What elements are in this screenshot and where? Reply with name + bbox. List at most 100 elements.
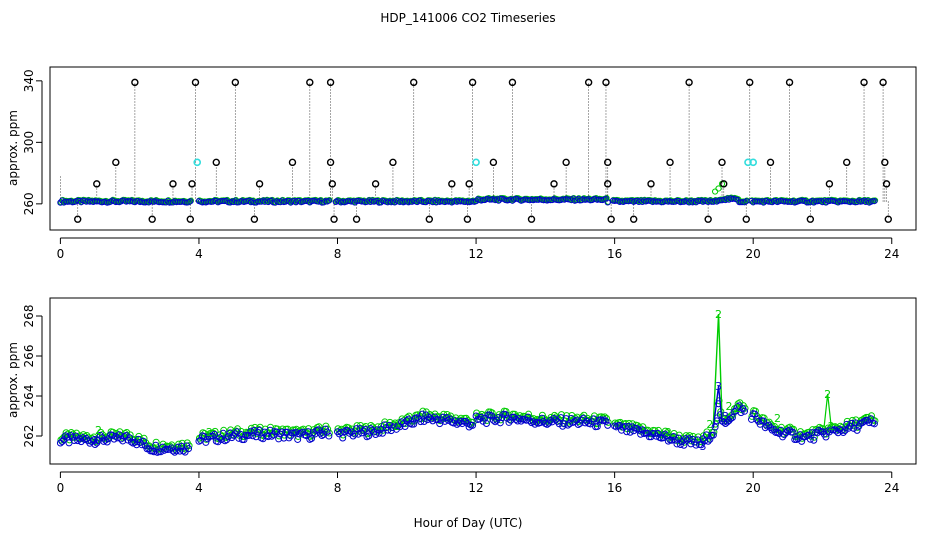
top-axes: 0 4 8 12 16 20 24 260 300 340 [22,69,899,261]
series1-point [661,430,669,438]
series2-point [712,420,720,428]
series1-point [69,433,77,441]
spike-point [326,78,335,87]
highlight-point [193,158,202,167]
series1-point [867,415,875,423]
baseline-point-secondary [187,197,194,204]
series1-point [67,432,75,440]
series1-point [413,414,421,422]
spike-point [371,180,380,188]
series1-point [477,413,485,421]
series2-marker-label: 2 [665,426,672,439]
series1-point [780,431,788,439]
x-tick-label: 4 [195,247,203,261]
x-axis-label: Hour of Day (UTC) [414,516,523,530]
series1-point [451,417,459,425]
series1-point [172,447,180,455]
series1-point [169,447,177,455]
series1-point [202,438,210,446]
series1-point [268,432,276,440]
series1-point [375,429,383,437]
series2-marker-label: 2 [95,424,102,437]
series1-point [704,437,712,445]
series1-point [120,433,128,441]
spike-point [191,78,200,87]
series1-point [548,418,556,426]
y-tick-label: 268 [22,305,36,328]
x-tick-label: 0 [57,481,65,495]
spike-point [188,180,196,188]
series1-point [166,445,174,453]
series1-point [245,431,253,439]
series1-point [178,442,186,450]
series2-point [67,429,75,437]
series2-point [220,426,228,434]
series1-point [616,421,624,429]
series1-point [604,421,612,429]
series1-point [372,430,380,438]
top-panel: 0 4 8 12 16 20 24 260 300 340 approx. ppm [6,66,917,261]
series1-point [838,426,846,434]
series2-point [867,412,875,420]
secondary-point [715,185,722,192]
baseline-point [187,198,194,205]
series1-point [709,431,717,439]
series2-point [185,442,193,450]
series1-point [176,447,184,455]
spike-point [860,78,868,87]
baseline-point [325,197,332,204]
series1-point [779,433,787,441]
series1-point [741,407,749,415]
series1-point [266,426,274,434]
series1-marker-label: 3 [715,380,722,393]
series2-marker-label: 2 [734,402,741,415]
spike-point [306,78,314,87]
series1-point [482,420,490,428]
top-y-axis-label: approx. ppm [6,110,20,186]
series2-marker-label: 2 [774,412,781,425]
series2-point [741,404,749,412]
series1-point [476,415,484,423]
series1-point [680,441,688,449]
series1-point [157,448,165,456]
series1-point [600,416,608,424]
spike-point [425,215,434,223]
series1-point [275,435,283,443]
spike-point [884,215,892,223]
spike-point [720,180,728,188]
series1-point [687,440,695,448]
spike-point [550,180,558,188]
series1-point [325,432,333,440]
spike-point [389,158,397,167]
series1-point [458,420,466,428]
series1-point [789,428,797,436]
spike-point [93,180,101,188]
spike-point [250,215,259,223]
series1-point [706,435,714,443]
series1-point [252,433,260,441]
series1-point [737,409,745,417]
series1-point [361,425,369,433]
series1-point [391,422,399,430]
series1-point [491,418,499,426]
series1-point [664,437,672,445]
spike-point [746,78,754,87]
baseline-point-secondary [603,195,610,202]
spike-point [685,78,693,87]
spike-point [489,158,498,167]
series1-point [517,417,525,425]
highlight-point [472,158,480,167]
spike-point [465,180,473,188]
series2-point [254,425,262,433]
series2-marker-label: 2 [706,418,713,431]
spike-point [562,158,570,167]
spike-point [112,158,120,167]
x-tick-label: 0 [57,247,65,261]
highlight-point [749,158,757,167]
series1-point [450,419,458,427]
series1-point [637,430,645,438]
spike-point [704,215,712,223]
series1-point [273,428,281,436]
spike-point [352,215,361,223]
